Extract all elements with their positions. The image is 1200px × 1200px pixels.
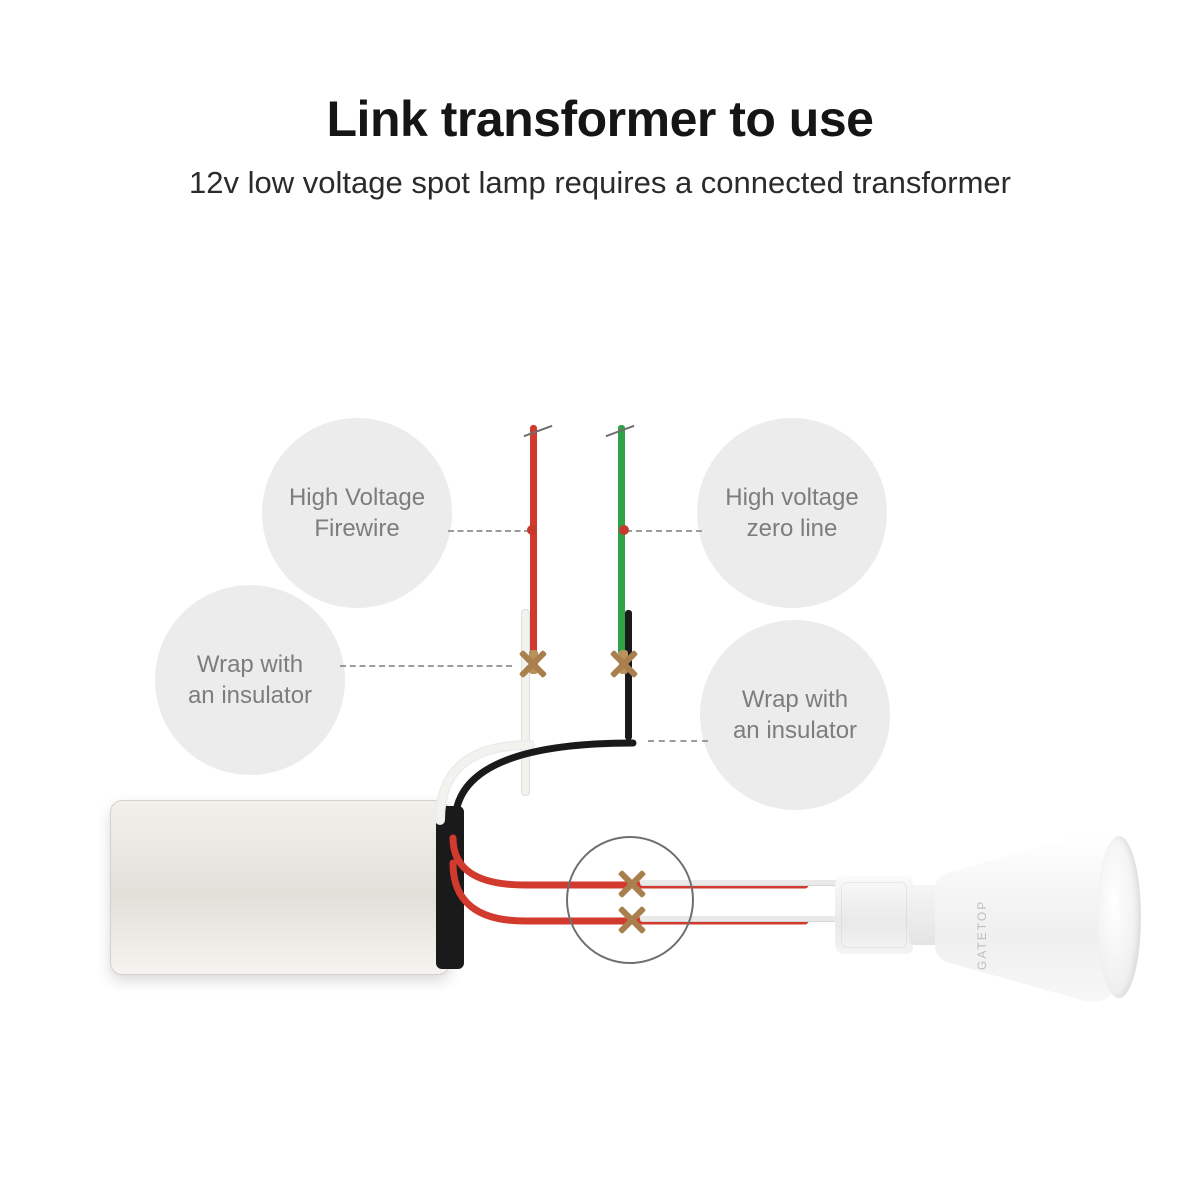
- splice-x-icon: [609, 649, 639, 679]
- transformer-box: [110, 800, 450, 975]
- splice-x-icon: [518, 649, 548, 679]
- bulb-face-icon: [1097, 836, 1141, 998]
- label-hv-firewire: High Voltage Firewire: [262, 418, 452, 608]
- spot-lamp: GATETOP: [835, 830, 1145, 1010]
- label-text: High Voltage: [289, 482, 425, 513]
- connection-circle-icon: [566, 836, 694, 964]
- leader-dot-icon: [619, 525, 629, 535]
- label-text: High voltage: [725, 482, 858, 513]
- label-text: Wrap with: [197, 649, 303, 680]
- wire-red-top: [530, 425, 537, 655]
- wiring-diagram: High Voltage Firewire High voltage zero …: [0, 0, 1200, 1200]
- bulb-brand-label: GATETOP: [975, 900, 989, 970]
- leader-line: [648, 740, 708, 742]
- leader-dot-icon: [527, 525, 537, 535]
- wire-green-top: [618, 425, 625, 655]
- splice-x-icon: [617, 869, 647, 899]
- leader-line: [340, 665, 512, 667]
- leader-line: [448, 530, 530, 532]
- wire-black-arc: [445, 735, 645, 830]
- label-hv-zero: High voltage zero line: [697, 418, 887, 608]
- label-wrap-right: Wrap with an insulator: [700, 620, 890, 810]
- label-wrap-left: Wrap with an insulator: [155, 585, 345, 775]
- label-text: Wrap with: [742, 684, 848, 715]
- label-text: an insulator: [733, 715, 857, 746]
- label-text: an insulator: [188, 680, 312, 711]
- supply-break-icon: [505, 430, 665, 450]
- bulb-socket-icon: [835, 876, 913, 954]
- leader-line: [626, 530, 702, 532]
- label-text: zero line: [747, 513, 838, 544]
- splice-x-icon: [617, 905, 647, 935]
- label-text: Firewire: [314, 513, 399, 544]
